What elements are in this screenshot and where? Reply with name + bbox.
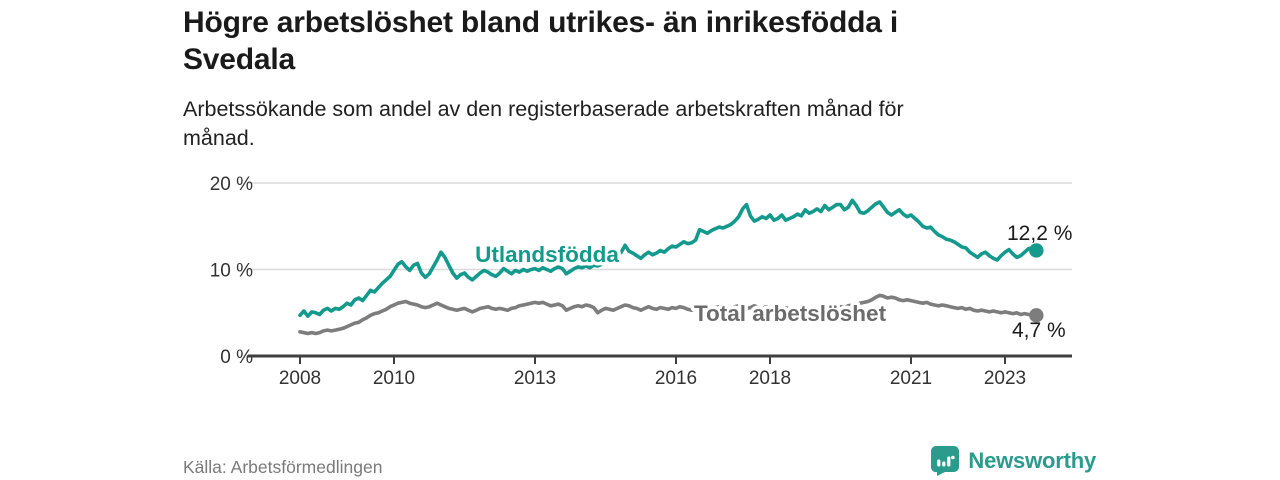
page-title: Högre arbetslöshet bland utrikes- än inr… — [183, 4, 1183, 78]
newsworthy-logo-text: Newsworthy — [968, 448, 1096, 473]
series-label-utlandsfodda: Utlandsfödda — [475, 242, 619, 267]
source-note: Källa: Arbetsförmedlingen — [183, 457, 383, 477]
y-tick-label: 20 % — [210, 174, 253, 195]
subtitle-line-1: Arbetssökande som andel av den registerb… — [183, 97, 904, 121]
chart-subtitle: Arbetssökande som andel av den registerb… — [183, 95, 904, 153]
x-tick-label: 2010 — [373, 368, 415, 389]
title-line-2: Svedala — [183, 43, 296, 76]
series-end-dot-utlandsf-dda — [1029, 243, 1044, 258]
end-value-label-utlandsfodda: 12,2 % — [1007, 222, 1072, 245]
x-tick-label: 2013 — [514, 368, 556, 389]
y-tick-label: 0 % — [220, 347, 253, 368]
newsworthy-logo: Newsworthy — [931, 446, 1096, 476]
x-tick-label: 2008 — [279, 368, 321, 389]
end-value-label-total-arbetsloshet: 4,7 % — [1012, 319, 1066, 342]
x-tick-label: 2023 — [984, 368, 1026, 389]
series-end-dot-total-arbetsl-shet — [1029, 308, 1044, 323]
chart-header: Högre arbetslöshet bland utrikes- än inr… — [183, 4, 1183, 78]
series-label-total-arbetsloshet: Total arbetslöshet — [694, 301, 887, 326]
subtitle-line-2: månad. — [183, 126, 255, 150]
newsworthy-logo-icon — [931, 446, 960, 476]
plot-layer: 0 % 10 % 20 % 2008 2010 2013 2016 2018 2021 2023 — [210, 174, 1072, 389]
x-tick-label: 2018 — [749, 368, 791, 389]
series-line-total-arbetsl-shet — [298, 293, 1039, 336]
x-tick-label: 2016 — [655, 368, 697, 389]
y-tick-label: 10 % — [210, 261, 253, 282]
series-line-utlandsf-dda — [298, 198, 1039, 319]
title-line-1: Högre arbetslöshet bland utrikes- än inr… — [183, 6, 898, 39]
x-tick-label: 2021 — [890, 368, 932, 389]
